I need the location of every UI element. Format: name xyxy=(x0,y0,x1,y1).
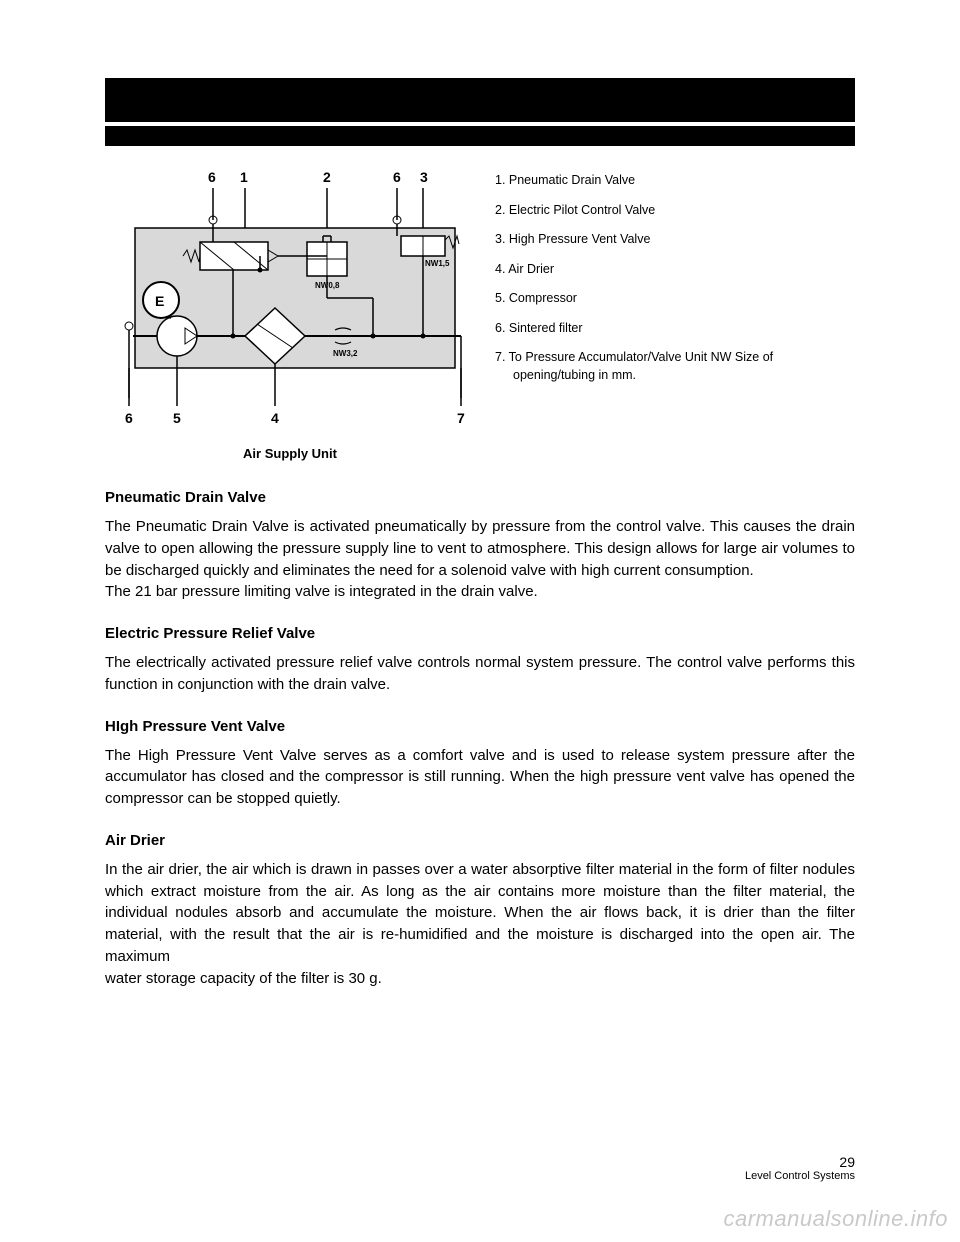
page-content: 6 1 2 6 3 xyxy=(105,168,855,1011)
callout-top-3: 6 xyxy=(393,169,401,185)
section-body: The High Pressure Vent Valve serves as a… xyxy=(105,745,855,810)
paragraph: water storage capacity of the filter is … xyxy=(105,970,382,987)
section-body: The electrically activated pressure reli… xyxy=(105,652,855,696)
legend-item: 7. To Pressure Accumulator/Valve Unit NW… xyxy=(495,349,855,384)
section: Pneumatic Drain Valve The Pneumatic Drai… xyxy=(105,489,855,603)
callout-bottom-2: 4 xyxy=(271,410,279,426)
legend-item: 2. Electric Pilot Control Valve xyxy=(495,202,855,220)
section: Air Drier In the air drier, the air whic… xyxy=(105,832,855,990)
air-supply-unit-diagram: 6 1 2 6 3 xyxy=(105,168,475,438)
legend-item: 1. Pneumatic Drain Valve xyxy=(495,172,855,190)
page-footer: 29 Level Control Systems xyxy=(745,1154,855,1182)
legend-item: 6. Sintered filter xyxy=(495,320,855,338)
section-body: In the air drier, the air which is drawn… xyxy=(105,859,855,990)
section-heading: HIgh Pressure Vent Valve xyxy=(105,718,855,735)
diagram-legend: 1. Pneumatic Drain Valve 2. Electric Pil… xyxy=(495,168,855,438)
callout-top-2: 2 xyxy=(323,169,331,185)
annotation-nw32: NW3,2 xyxy=(333,349,358,358)
section-heading: Pneumatic Drain Valve xyxy=(105,489,855,506)
callout-top-0: 6 xyxy=(208,169,216,185)
section-body: The Pneumatic Drain Valve is activated p… xyxy=(105,516,855,603)
section: HIgh Pressure Vent Valve The High Pressu… xyxy=(105,718,855,810)
header-bar-top xyxy=(105,78,855,122)
header-bar-bottom xyxy=(105,126,855,146)
callout-bottom-0: 6 xyxy=(125,410,133,426)
section: Electric Pressure Relief Valve The elect… xyxy=(105,625,855,696)
watermark: carmanualsonline.info xyxy=(723,1206,948,1232)
legend-item: 4. Air Drier xyxy=(495,261,855,279)
paragraph: In the air drier, the air which is drawn… xyxy=(105,861,855,965)
diagram-caption: Air Supply Unit xyxy=(105,446,475,461)
motor-letter: E xyxy=(155,293,164,309)
paragraph: The Pneumatic Drain Valve is activated p… xyxy=(105,518,855,579)
section-heading: Electric Pressure Relief Valve xyxy=(105,625,855,642)
callout-top-1: 1 xyxy=(240,169,248,185)
annotation-nw15: NW1,5 xyxy=(425,259,450,268)
page-number: 29 xyxy=(745,1154,855,1170)
callout-bottom-1: 5 xyxy=(173,410,181,426)
legend-item: 3. High Pressure Vent Valve xyxy=(495,231,855,249)
callout-top-4: 3 xyxy=(420,169,428,185)
doc-title: Level Control Systems xyxy=(745,1170,855,1182)
paragraph: The 21 bar pressure limiting valve is in… xyxy=(105,583,538,600)
section-heading: Air Drier xyxy=(105,832,855,849)
callout-bottom-3: 7 xyxy=(457,410,465,426)
legend-item: 5. Compressor xyxy=(495,290,855,308)
